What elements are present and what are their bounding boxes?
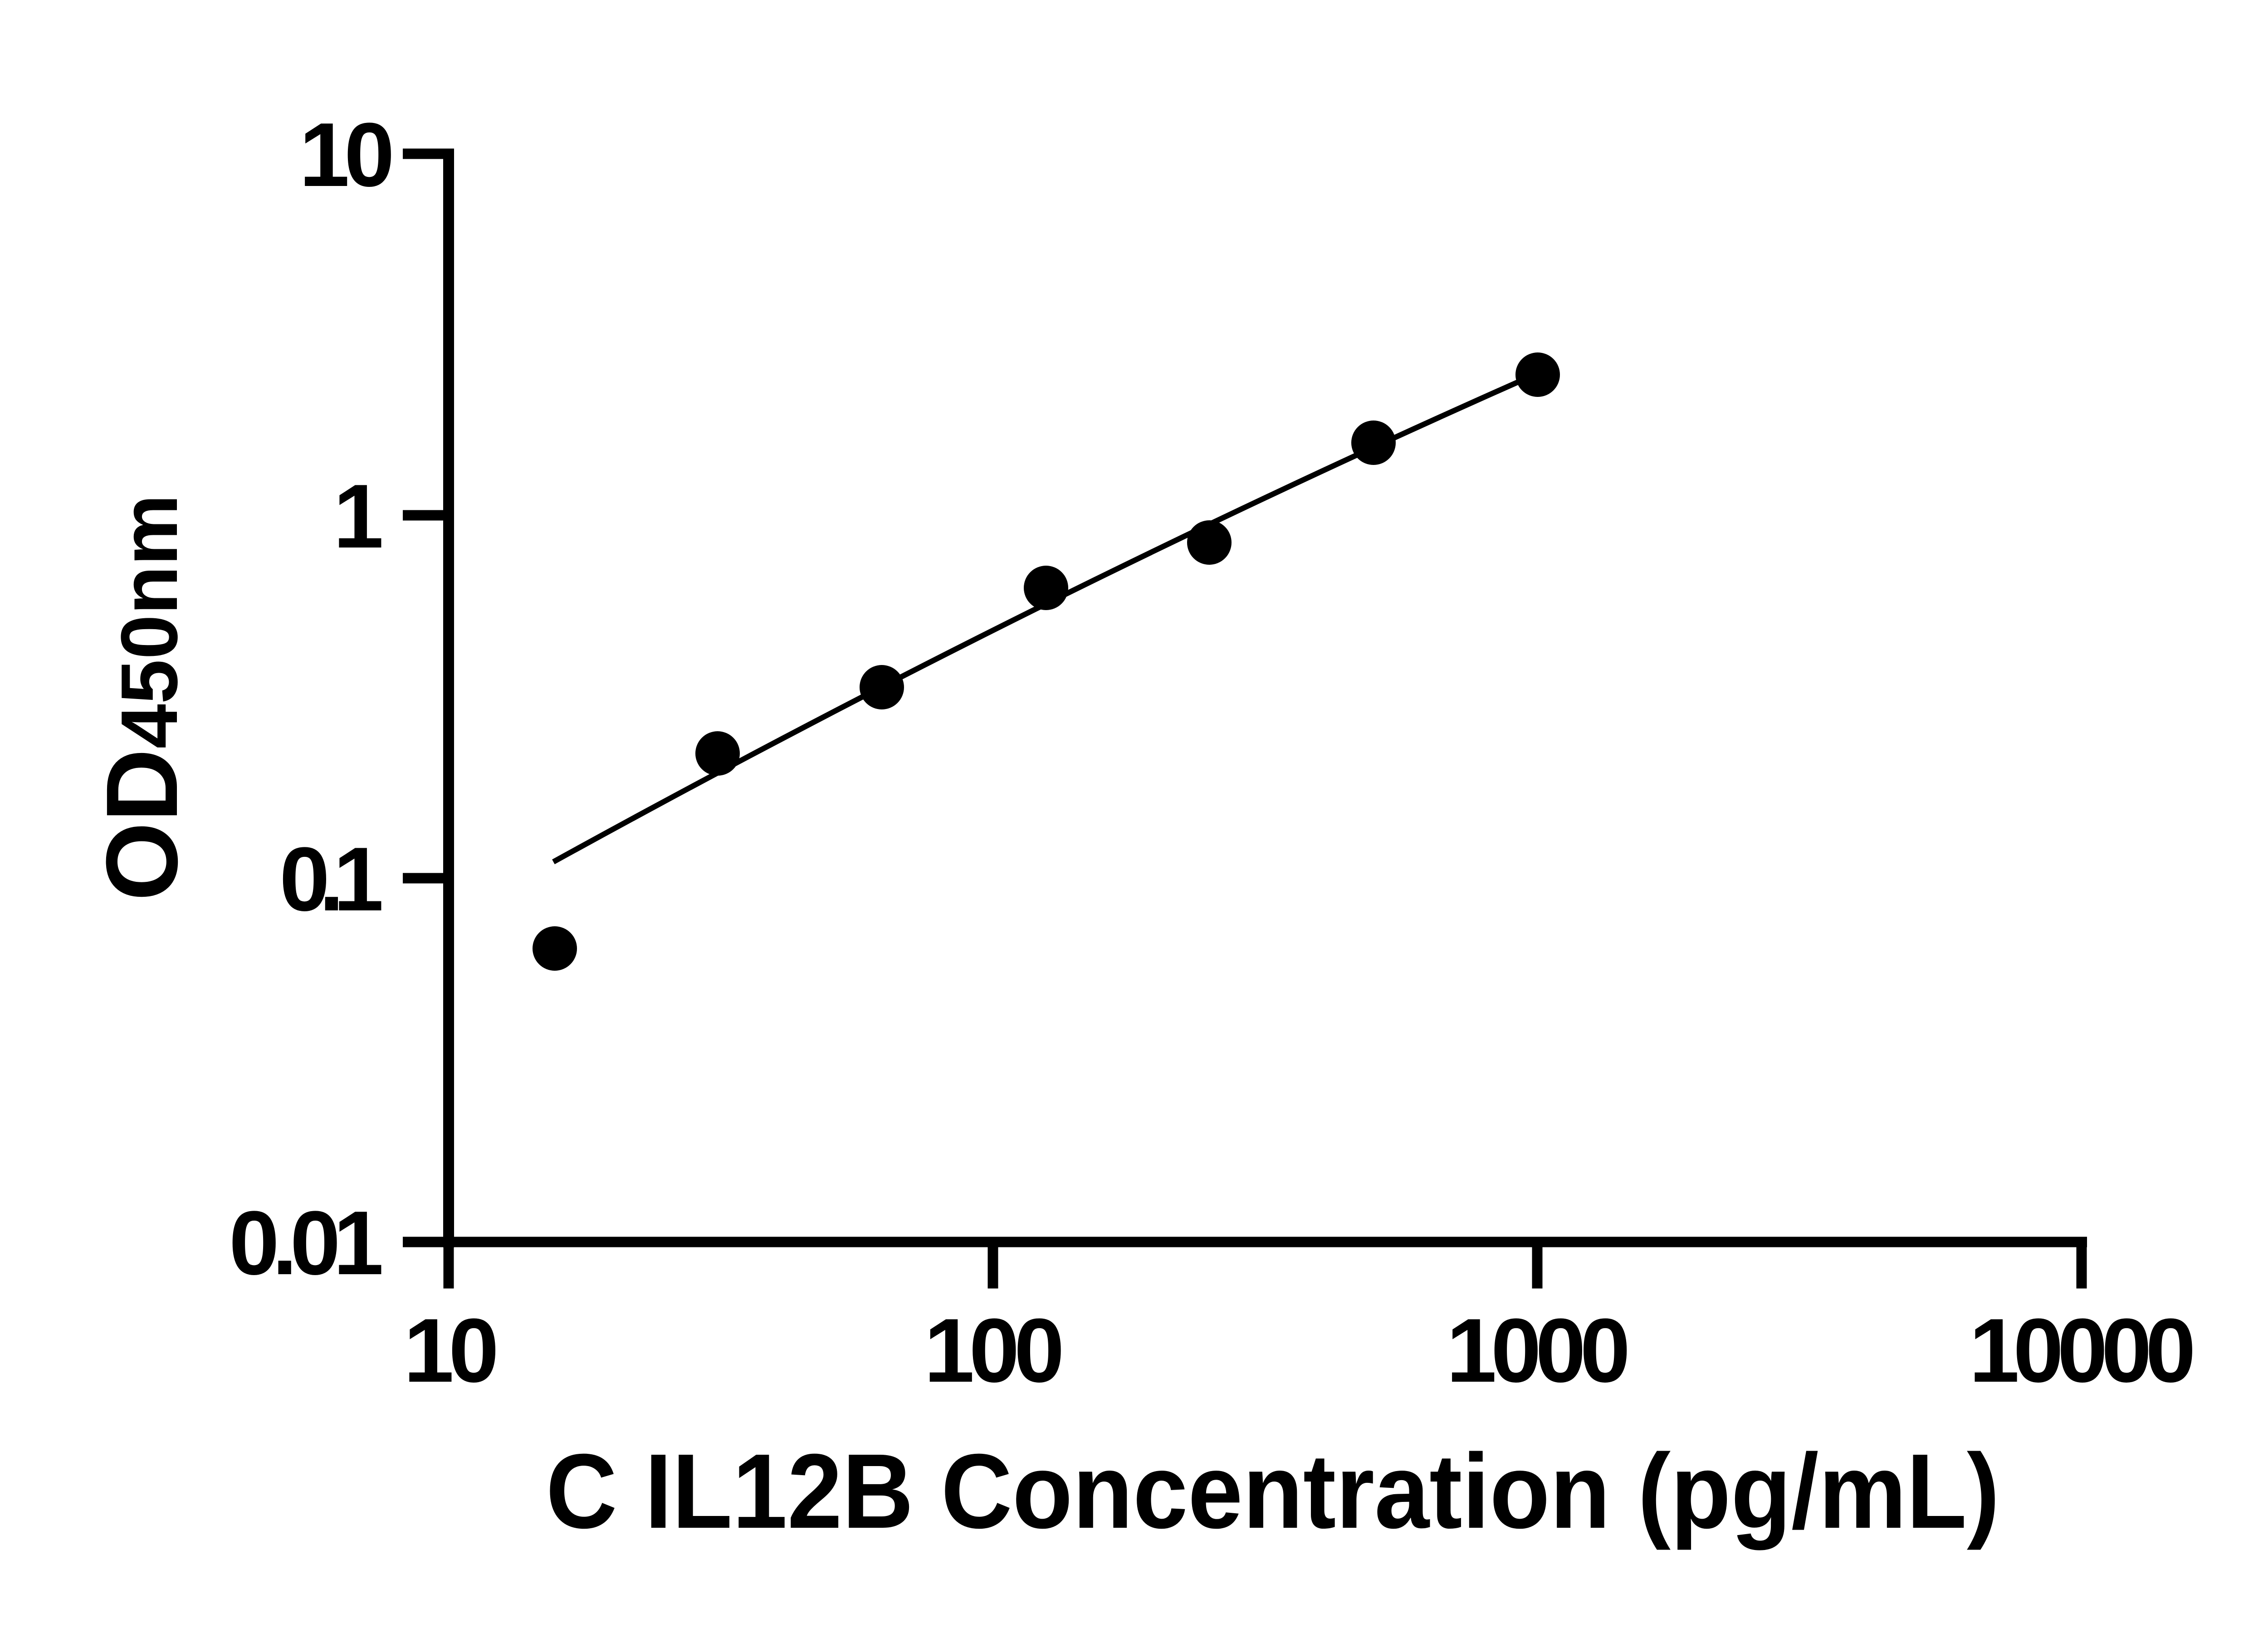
svg-text:10: 10 (404, 1300, 496, 1401)
svg-text:10: 10 (299, 104, 391, 205)
svg-text:0.1: 0.1 (279, 829, 381, 930)
svg-text:10000: 10000 (1969, 1300, 2193, 1401)
svg-text:1: 1 (333, 466, 384, 567)
svg-text:C IL12B Concentration (pg/mL): C IL12B Concentration (pg/mL) (546, 1432, 2000, 1550)
svg-text:0.01: 0.01 (229, 1193, 381, 1294)
svg-text:1000: 1000 (1447, 1300, 1628, 1401)
svg-text:100: 100 (924, 1300, 1061, 1401)
svg-text:OD450nm: OD450nm (85, 494, 199, 901)
